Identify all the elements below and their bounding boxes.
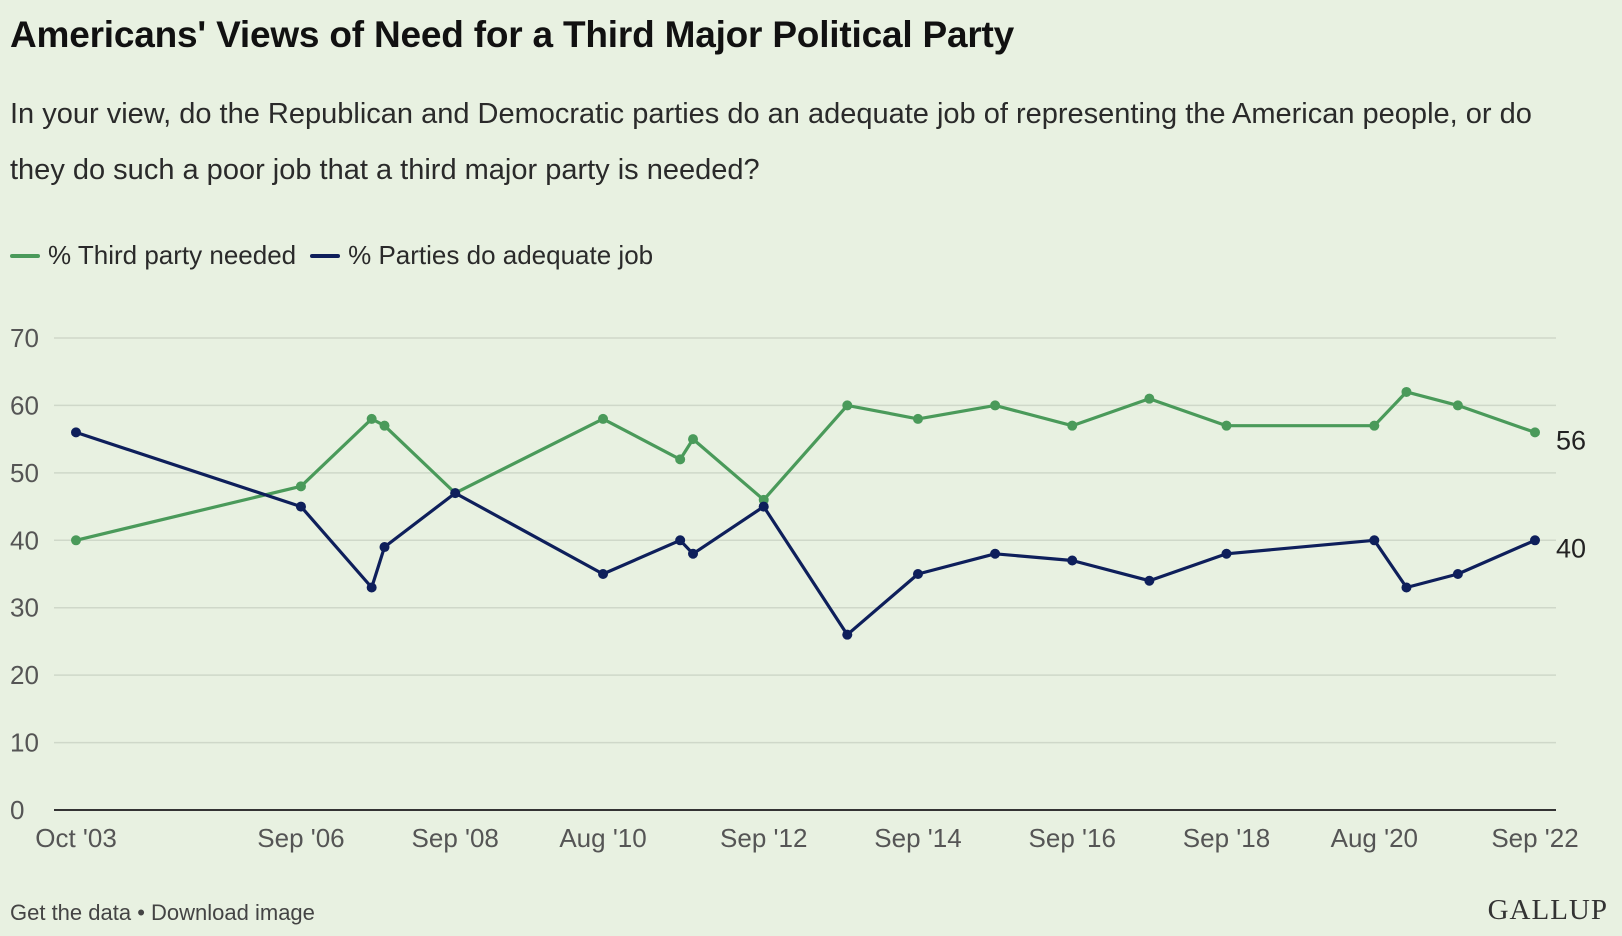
legend-swatch-third-party [10, 253, 40, 258]
series-0-point-13 [1144, 393, 1155, 404]
series-1-point-18 [1530, 535, 1540, 546]
series-1-point-12 [1067, 555, 1078, 566]
line-chart: 0 10 20 30 40 50 60 70 Oct '03 Sep '06 Sep '08 Aug … [10, 323, 1586, 853]
x-tick-label-0: Oct '03 [35, 823, 117, 853]
y-tick-label-70: 70 [10, 323, 39, 353]
series-1-point-10 [912, 569, 923, 579]
series-1-point-7 [688, 548, 699, 559]
series-0-point-10 [912, 413, 923, 424]
series-0-point-16 [1401, 386, 1412, 397]
y-tick-label-30: 30 [10, 593, 39, 623]
get-data-link[interactable]: Get the data [10, 900, 132, 925]
chart-title: Americans' Views of Need for a Third Maj… [10, 14, 1015, 55]
end-label-series-0: 56 [1556, 425, 1586, 455]
legend: % Third party needed % Parties do adequa… [10, 240, 667, 271]
chart-subtitle: In your view, do the Republican and Demo… [10, 98, 1532, 186]
series-1-point-9 [842, 629, 853, 640]
series-0-point-9 [842, 400, 853, 411]
y-tick-label-0: 0 [10, 795, 24, 825]
series-1-point-3 [379, 542, 390, 553]
series-1-point-15 [1369, 535, 1380, 546]
x-tick-label-9: Sep '22 [1491, 823, 1578, 853]
series-1-point-6 [675, 535, 686, 546]
legend-item-adequate-job[interactable]: % Parties do adequate job [310, 240, 653, 271]
x-tick-label-3: Aug '10 [559, 823, 646, 853]
legend-item-third-party[interactable]: % Third party needed [10, 240, 296, 271]
y-tick-label-10: 10 [10, 728, 39, 758]
legend-label-adequate-job: % Parties do adequate job [348, 240, 654, 270]
series-0-point-17 [1452, 400, 1463, 411]
series-0-point-6 [675, 454, 686, 465]
end-label-series-1: 40 [1556, 533, 1586, 563]
series-1-point-11 [990, 548, 1001, 559]
series-0-point-12 [1067, 420, 1078, 431]
series-line-1 [75, 430, 1536, 637]
series-1-point-8 [758, 501, 769, 512]
legend-swatch-adequate-job [310, 253, 341, 258]
series-0-point-2 [366, 413, 377, 424]
y-tick-label-50: 50 [10, 458, 39, 488]
x-tick-label-7: Sep '18 [1183, 823, 1270, 853]
series-1-point-4 [450, 488, 461, 499]
series-0-point-18 [1530, 427, 1540, 438]
series-1-point-2 [366, 582, 377, 593]
x-tick-label-5: Sep '14 [874, 823, 961, 853]
x-tick-label-2: Sep '08 [412, 823, 499, 853]
series-0-point-5 [598, 413, 609, 424]
series-1-point-5 [598, 569, 609, 579]
series-0-point-7 [688, 434, 699, 445]
series-0-point-1 [295, 481, 306, 492]
series-0-point-15 [1369, 420, 1380, 431]
footer: Get the data • Download image [10, 900, 315, 926]
series-1-point-0 [71, 427, 81, 438]
series-0-point-3 [379, 420, 390, 431]
series-0-point-14 [1221, 420, 1232, 431]
series-1-point-14 [1221, 548, 1232, 559]
x-tick-label-8: Aug '20 [1331, 823, 1418, 853]
y-tick-label-60: 60 [10, 390, 39, 420]
x-tick-label-4: Sep '12 [720, 823, 807, 853]
y-tick-label-40: 40 [10, 525, 39, 555]
x-tick-label-1: Sep '06 [257, 823, 344, 853]
series-line-0 [75, 390, 1536, 542]
series-1-point-17 [1452, 569, 1463, 579]
series-1-point-1 [295, 501, 306, 512]
series-0-point-11 [990, 400, 1001, 411]
gallup-logo: GALLUP [1487, 894, 1608, 926]
footer-separator: • [131, 900, 152, 925]
x-tick-label-6: Sep '16 [1029, 823, 1116, 853]
series-1-point-16 [1401, 582, 1412, 593]
download-image-link[interactable]: Download image [151, 900, 315, 925]
series-0-point-0 [71, 535, 81, 546]
y-tick-label-20: 20 [10, 660, 39, 690]
series-1-point-13 [1144, 575, 1155, 586]
legend-label-third-party: % Third party needed [48, 240, 297, 270]
